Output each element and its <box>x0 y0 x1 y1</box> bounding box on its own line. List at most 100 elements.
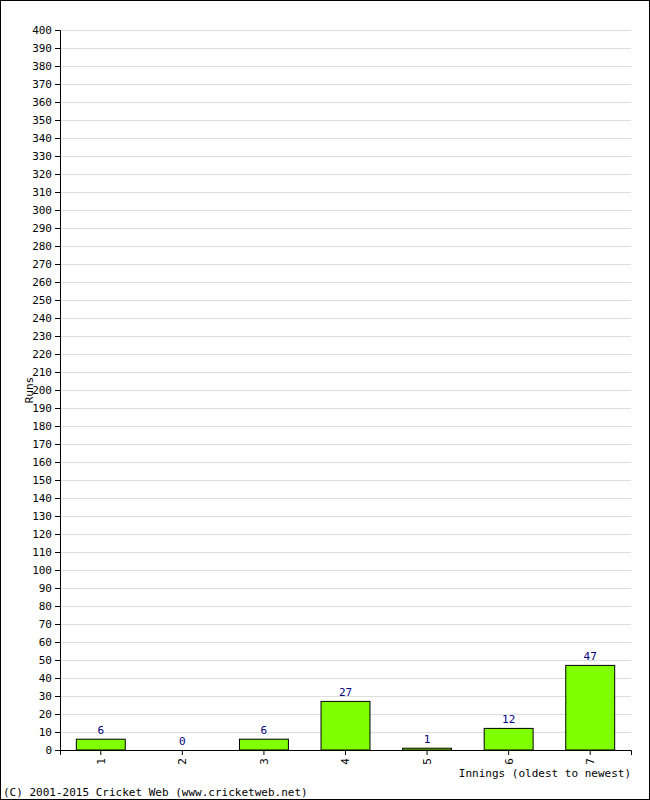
bar <box>239 739 288 750</box>
y-tick-label: 330 <box>32 150 52 163</box>
y-tick-label: 80 <box>39 600 52 613</box>
y-tick-label: 20 <box>39 708 52 721</box>
x-tick-mark <box>590 750 591 755</box>
data-label: 47 <box>584 650 597 663</box>
y-tick-label: 100 <box>32 564 52 577</box>
y-tick-mark <box>55 102 60 103</box>
grid-line <box>60 408 631 409</box>
y-tick-mark <box>55 390 60 391</box>
y-tick: 170 <box>32 438 60 451</box>
grid-line <box>60 480 631 481</box>
grid-line <box>60 444 631 445</box>
y-tick: 90 <box>39 582 60 595</box>
x-tick-mark <box>345 750 346 755</box>
y-tick: 70 <box>39 618 60 631</box>
bar <box>76 739 125 750</box>
y-tick: 190 <box>32 402 60 415</box>
y-tick-label: 350 <box>32 114 52 127</box>
grid-line <box>60 102 631 103</box>
y-tick-mark <box>55 678 60 679</box>
y-tick-mark <box>55 624 60 625</box>
x-tick-label: 7 <box>584 758 597 765</box>
data-label: 0 <box>179 735 186 748</box>
x-axis-line <box>61 751 632 756</box>
y-tick-label: 150 <box>32 474 52 487</box>
y-tick-label: 380 <box>32 60 52 73</box>
y-tick-mark <box>55 588 60 589</box>
y-tick-label: 110 <box>32 546 52 559</box>
y-tick-mark <box>55 354 60 355</box>
y-tick-label: 30 <box>39 690 52 703</box>
y-axis: 0102030405060708090100110120130140150160… <box>32 24 60 757</box>
bar <box>484 728 533 750</box>
y-tick: 250 <box>32 294 60 307</box>
y-tick-label: 250 <box>32 294 52 307</box>
y-tick: 110 <box>32 546 60 559</box>
y-tick-mark <box>55 534 60 535</box>
y-tick-label: 280 <box>32 240 52 253</box>
y-axis-title: Runs <box>23 377 36 404</box>
grid-line <box>60 30 631 31</box>
y-tick-mark <box>55 408 60 409</box>
grid-line <box>60 624 631 625</box>
y-tick-mark <box>55 228 60 229</box>
grid-line <box>60 192 631 193</box>
y-tick-mark <box>55 318 60 319</box>
copyright: (C) 2001-2015 Cricket Web (www.cricketwe… <box>3 786 308 799</box>
y-tick-label: 340 <box>32 132 52 145</box>
y-tick: 150 <box>32 474 60 487</box>
x-tick-label: 5 <box>421 758 434 765</box>
grid-line <box>60 138 631 139</box>
y-tick: 120 <box>32 528 60 541</box>
grid <box>60 31 631 751</box>
grid-line <box>60 372 631 373</box>
plot: 0102030405060708090100110120130140150160… <box>32 24 631 765</box>
y-tick-mark <box>55 516 60 517</box>
x-tick-label: 1 <box>95 758 108 765</box>
y-tick: 200 <box>32 384 60 397</box>
y-tick-mark <box>55 498 60 499</box>
border <box>1 1 650 800</box>
bar <box>321 701 370 750</box>
grid-line <box>60 84 631 85</box>
grid-line <box>60 678 631 679</box>
x-axis: 1234567 <box>61 750 632 765</box>
y-tick: 220 <box>32 348 60 361</box>
x-tick-label: 3 <box>258 758 271 765</box>
y-tick: 330 <box>32 150 60 163</box>
y-tick-mark <box>55 606 60 607</box>
bar <box>403 748 452 750</box>
grid-line <box>60 48 631 49</box>
grid-line <box>60 660 631 661</box>
y-tick: 300 <box>32 204 60 217</box>
x-tick: 5 <box>421 750 434 765</box>
y-tick-label: 370 <box>32 78 52 91</box>
y-tick: 40 <box>39 672 60 685</box>
grid-line <box>60 66 631 67</box>
y-tick-mark <box>55 570 60 571</box>
y-tick-mark <box>55 210 60 211</box>
y-tick-mark <box>55 30 60 31</box>
x-axis-title: Innings (oldest to newest) <box>459 767 631 780</box>
y-tick-label: 220 <box>32 348 52 361</box>
grid-line <box>60 588 631 589</box>
x-tick-mark <box>100 750 101 755</box>
y-tick-label: 320 <box>32 168 52 181</box>
y-tick: 0 <box>45 744 60 757</box>
data-label: 6 <box>261 724 268 737</box>
y-tick: 130 <box>32 510 60 523</box>
x-tick: 1 <box>95 750 108 765</box>
grid-line <box>60 534 631 535</box>
y-tick-label: 300 <box>32 204 52 217</box>
y-tick: 360 <box>32 96 60 109</box>
y-tick-mark <box>55 48 60 49</box>
x-tick-label: 6 <box>502 758 515 765</box>
x-tick-label: 2 <box>176 758 189 765</box>
y-tick: 270 <box>32 258 60 271</box>
y-tick-mark <box>55 426 60 427</box>
y-tick: 390 <box>32 42 60 55</box>
y-tick: 240 <box>32 312 60 325</box>
y-tick-mark <box>55 642 60 643</box>
y-tick: 230 <box>32 330 60 343</box>
grid-line <box>60 246 631 247</box>
